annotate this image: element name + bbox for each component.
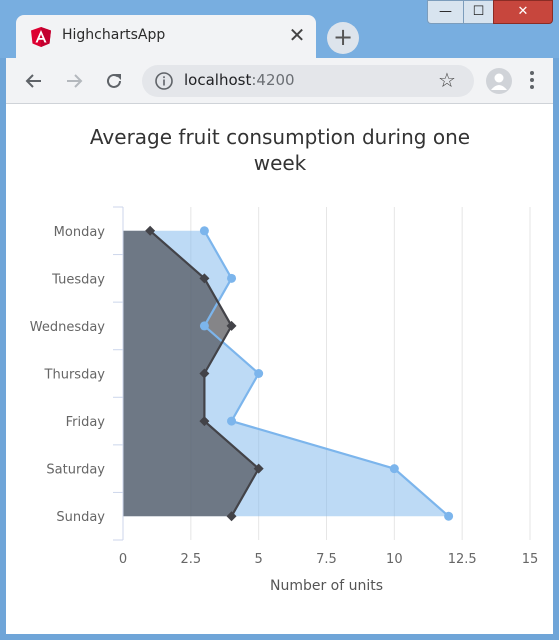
data-point[interactable] [199,368,210,379]
url-text[interactable]: localhost:4200 [184,71,295,89]
series-area [123,230,259,517]
data-point[interactable] [227,273,237,283]
data-point[interactable] [145,225,156,236]
category-label: Wednesday [30,320,106,335]
x-tick-label: 2.5 [180,552,201,567]
data-point[interactable] [226,511,237,522]
data-point[interactable] [199,273,210,284]
x-tick-label: 5 [255,552,263,567]
reload-icon[interactable] [100,67,128,95]
category-label: Monday [54,225,106,240]
axis-title: Number of units [270,578,383,594]
x-tick-label: 12.5 [448,552,477,567]
x-tick-label: 7.5 [316,552,337,567]
category-label: Saturday [46,463,105,478]
category-label: Tuesday [51,272,105,287]
x-tick-label: 0 [119,552,127,567]
minimize-button[interactable]: — [427,0,463,24]
category-label: Friday [66,415,106,430]
category-label: Sunday [56,510,105,525]
axes: 0 2.5 5 7.5 10 12.5 15 Monday Tuesday Wednesday Th… [30,206,539,567]
data-point[interactable] [389,464,399,474]
new-tab-button[interactable]: + [327,22,359,54]
menu-dots-icon[interactable] [524,66,540,94]
tab-highchartsapp[interactable]: HighchartsApp ✕ [16,15,316,58]
forward-arrow-icon[interactable] [60,67,88,95]
page-content: Average fruit consumption during one week… [6,104,553,634]
data-point[interactable] [199,226,209,236]
tab-strip: HighchartsApp ✕ + — ☐ ✕ [0,0,559,58]
chart-title-line: week [254,151,307,175]
maximize-button[interactable]: ☐ [463,0,493,24]
back-arrow-icon[interactable] [20,67,48,95]
data-point[interactable] [227,416,237,426]
close-window-button[interactable]: ✕ [493,0,553,24]
url-port: :4200 [251,71,295,89]
data-point[interactable] [199,321,209,331]
x-tick-label: 10 [386,552,403,567]
x-tick-label: 15 [522,552,539,567]
address-bar[interactable]: localhost:4200 ☆ [142,65,474,97]
info-icon[interactable] [154,71,174,91]
angular-logo-icon [31,27,51,47]
data-point[interactable] [226,320,237,331]
star-icon[interactable]: ☆ [438,68,456,92]
data-point[interactable] [199,416,210,427]
category-label: Thursday [44,368,106,383]
tab-close-icon[interactable]: ✕ [288,23,306,47]
series-markers [145,225,454,522]
series-areas [123,230,449,517]
area-chart: Average fruit consumption during one week… [30,125,539,594]
data-point[interactable] [444,511,454,521]
chart-title-line: Average fruit consumption during one [90,125,470,149]
profile-glyph [491,73,507,90]
data-point[interactable] [254,369,264,378]
tab-title: HighchartsApp [62,27,166,43]
profile-icon[interactable] [486,68,512,94]
chart-title: Average fruit consumption during one week [90,125,470,175]
browser-toolbar: localhost:4200 ☆ [6,58,553,104]
url-host: localhost [184,71,252,89]
